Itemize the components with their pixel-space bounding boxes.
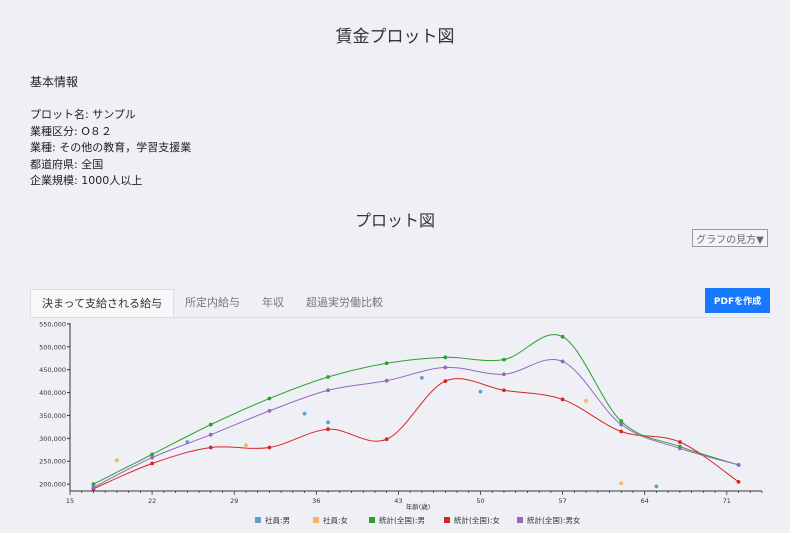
data-point: [502, 357, 506, 362]
data-point: [244, 443, 248, 448]
series-line: [93, 334, 739, 485]
x-tick-label: 71: [723, 497, 731, 505]
plot-name: プロット名: サンプル: [30, 108, 136, 121]
data-point: [115, 458, 119, 463]
data-point: [654, 484, 659, 489]
data-point: [560, 359, 565, 364]
y-tick-label: 500,000: [39, 343, 66, 351]
y-tick-label: 350,000: [39, 412, 66, 420]
chart-tabs: 決まって支給される給与 所定内給与 年収 超過実労働比較: [30, 289, 394, 317]
data-point: [478, 389, 483, 394]
data-point: [208, 432, 213, 437]
data-point: [91, 485, 96, 490]
graph-help-button[interactable]: グラフの見方▼: [692, 229, 768, 247]
series-line: [93, 378, 739, 490]
legend-swatch: [517, 517, 523, 523]
data-point: [384, 361, 389, 366]
data-point: [619, 429, 624, 434]
data-point: [502, 388, 506, 393]
data-point: [326, 388, 330, 393]
prefecture: 都道府県: 全国: [30, 157, 104, 171]
industry-category: 業種区分: O８２: [30, 124, 112, 138]
y-tick-label: 400,000: [39, 389, 66, 397]
data-point: [91, 482, 96, 487]
data-point: [384, 378, 389, 383]
create-pdf-button[interactable]: PDFを作成: [705, 288, 770, 313]
data-point: [619, 419, 624, 424]
data-point: [208, 422, 213, 427]
x-tick-label: 43: [394, 497, 402, 505]
legend-label: 社員:男: [265, 515, 290, 525]
y-tick-label: 450,000: [39, 366, 66, 374]
series-0: [91, 376, 659, 490]
tab-divider: [30, 317, 770, 318]
data-point: [677, 446, 682, 451]
x-tick-label: 36: [312, 497, 320, 505]
series-4: [91, 359, 741, 490]
data-point: [267, 445, 272, 450]
data-point: [150, 461, 155, 466]
data-point: [560, 334, 565, 339]
plot-heading: プロット図: [354, 211, 435, 230]
basic-info-heading: 基本情報: [30, 75, 79, 89]
tab-overtime-comparison[interactable]: 超過実労働比較: [306, 296, 384, 309]
data-point: [443, 379, 448, 384]
legend-swatch: [444, 517, 450, 523]
chart-axes: 200,000 250,000 300,000 350,000 400,000 450,0…: [39, 320, 763, 505]
tab-scheduled-pay[interactable]: 所定内給与: [185, 296, 241, 309]
data-point: [619, 422, 624, 427]
data-point: [419, 376, 424, 380]
legend-swatch: [313, 517, 319, 523]
y-tick-label: 200,000: [39, 481, 66, 489]
legend-label: 統計(全国):男女: [527, 515, 581, 525]
tab-annual-income[interactable]: 年収: [262, 296, 285, 309]
data-point: [326, 427, 330, 432]
legend-label: 統計(全国):男: [379, 515, 425, 525]
x-tick-label: 22: [148, 497, 156, 505]
data-point: [560, 397, 565, 402]
data-point: [502, 372, 506, 377]
legend-swatch: [255, 517, 261, 523]
x-tick-label: 50: [476, 497, 484, 505]
data-point: [677, 440, 682, 444]
industry: 業種: その他の教育，学習支援業: [30, 141, 192, 154]
data-point: [736, 479, 741, 484]
page-title: 賃金プロット図: [335, 27, 455, 47]
x-tick-label: 29: [230, 497, 238, 505]
legend-swatch: [369, 517, 375, 523]
company-size: 企業規模: 1000人以上: [30, 174, 143, 187]
data-point: [326, 420, 330, 425]
data-point: [150, 455, 155, 460]
legend-label: 統計(全国):女: [454, 515, 500, 525]
series-line: [93, 359, 739, 488]
chart-series: [91, 334, 741, 491]
data-point: [584, 398, 588, 403]
x-axis-label: 年齢(歳): [406, 502, 431, 511]
wage-plot-chart: 200,000 250,000 300,000 350,000 400,000 450,0…: [39, 320, 763, 525]
data-point: [302, 411, 307, 416]
tab-regular-pay[interactable]: 決まって支給される給与: [30, 289, 175, 317]
data-point: [384, 437, 389, 442]
basic-info-list: プロット名: サンプル 業種区分: O８２ 業種: その他の教育，学習支援業 都…: [30, 107, 191, 190]
series-3: [91, 378, 741, 491]
data-point: [267, 396, 272, 401]
data-point: [150, 452, 155, 457]
chart-legend: 社員:男 社員:女 統計(全国):男 統計(全国):女 統計(全国):男女: [255, 515, 581, 525]
data-point: [267, 408, 272, 413]
y-tick-label: 550,000: [39, 320, 66, 328]
data-point: [736, 463, 741, 467]
legend-label: 社員:女: [323, 515, 349, 525]
x-tick-label: 64: [641, 497, 649, 505]
data-point: [443, 355, 448, 360]
data-point: [326, 375, 330, 379]
data-point: [208, 445, 213, 450]
y-tick-label: 300,000: [39, 435, 66, 443]
x-tick-label: 57: [558, 497, 566, 505]
series-1: [115, 398, 624, 486]
y-tick-label: 250,000: [39, 458, 66, 466]
x-tick-label: 15: [66, 497, 74, 505]
data-point: [619, 481, 624, 486]
data-point: [443, 365, 448, 370]
